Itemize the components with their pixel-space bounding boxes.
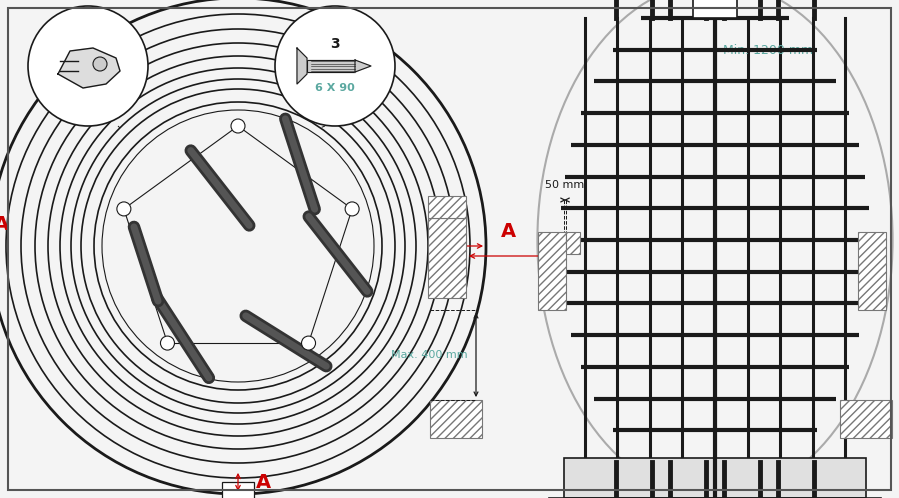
Circle shape (275, 6, 395, 126)
Circle shape (117, 202, 131, 216)
Text: A: A (501, 222, 515, 241)
Text: 3: 3 (330, 37, 340, 51)
Bar (428, 218, 466, 298)
Bar (428, 196, 466, 218)
Bar (538, 232, 566, 310)
Bar (840, 400, 892, 438)
Circle shape (160, 336, 174, 350)
Polygon shape (355, 60, 371, 72)
Text: Max. 400 mm: Max. 400 mm (391, 350, 468, 360)
Circle shape (93, 57, 107, 71)
Bar (693, 0, 737, 18)
Bar (430, 400, 482, 438)
Circle shape (301, 336, 316, 350)
Bar (307, 60, 355, 72)
Circle shape (231, 119, 245, 133)
Text: Min. 1200 mm: Min. 1200 mm (723, 43, 813, 56)
Bar (858, 232, 886, 310)
Bar (566, 232, 580, 254)
Text: 6 X 90: 6 X 90 (316, 83, 355, 93)
Bar (222, 482, 254, 498)
Circle shape (345, 202, 359, 216)
Bar (307, 60, 355, 72)
Text: Y: Y (279, 0, 287, 2)
Circle shape (28, 6, 148, 126)
Polygon shape (297, 48, 307, 84)
Text: A: A (0, 215, 9, 234)
Text: A: A (256, 473, 271, 492)
Polygon shape (58, 48, 120, 88)
Text: A: A (448, 215, 463, 234)
Bar (564, 458, 866, 498)
Text: 50 mm: 50 mm (546, 180, 584, 190)
Text: X: X (32, 0, 40, 2)
